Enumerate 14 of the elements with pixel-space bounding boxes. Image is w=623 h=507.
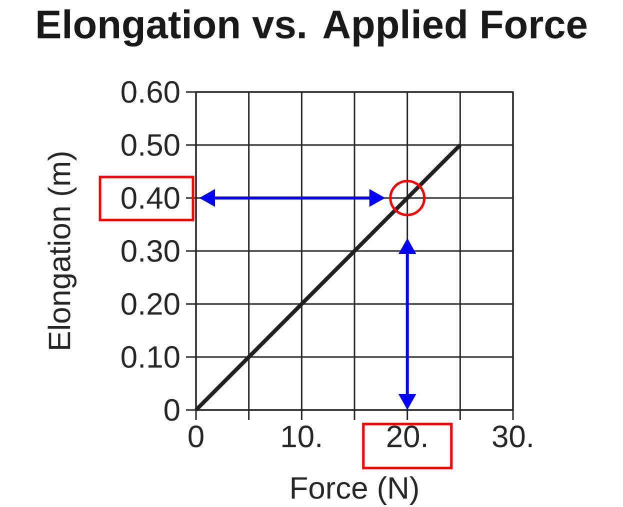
x-tick-label: 0	[188, 426, 204, 448]
x-tick-label: 10.	[282, 426, 320, 448]
y-axis-title: Elongation (m)	[48, 152, 77, 349]
x-tick-label: 30.	[492, 426, 532, 448]
x-tick-label: 20.	[387, 426, 426, 448]
x-axis-title: Force (N)	[292, 476, 418, 505]
y-tick-label: 0.50	[122, 134, 180, 156]
y-tick-label: 0.40	[122, 187, 180, 209]
y-tick-label: 0.10	[122, 346, 180, 368]
y-tick-label: 0.20	[122, 293, 180, 315]
y-tick-label: 0.60	[122, 81, 180, 103]
y-tick-label: 0	[164, 399, 180, 421]
y-tick-label: 0.30	[122, 240, 180, 262]
chart-title: Elongation vs. Applied Force	[38, 9, 587, 47]
